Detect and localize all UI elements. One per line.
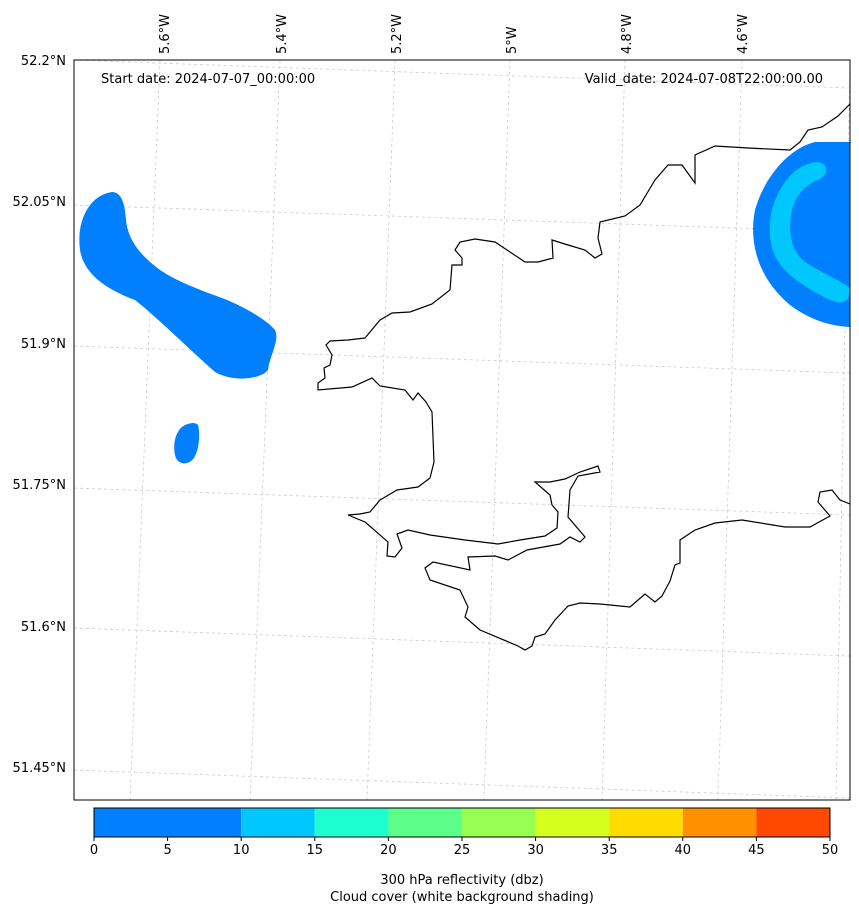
colorbar-tick-label: 45 xyxy=(748,843,765,858)
colorbar-segment xyxy=(535,808,610,837)
coastline xyxy=(317,103,851,651)
lat-label: 51.9°N xyxy=(21,337,66,352)
colorbar-tick-label: 35 xyxy=(601,843,618,858)
colorbar-tick-label: 25 xyxy=(454,843,471,858)
colorbar-label-line1: 300 hPa reflectivity (dbz) xyxy=(380,873,543,888)
valid-date-label: Valid_date: 2024-07-08T22:00:00.00 xyxy=(585,72,823,87)
lon-label: 5.6°W xyxy=(158,14,173,54)
colorbar-tick-label: 50 xyxy=(822,843,839,858)
reflectivity-blob-small xyxy=(174,423,200,464)
map-frame xyxy=(73,59,851,801)
colorbar: 0 5 10 15 20 25 30 35 40 45 50 300 hPa reflectivit… xyxy=(90,807,838,905)
colorbar-tick-label: 10 xyxy=(233,843,250,858)
reflectivity-blob-west xyxy=(79,192,277,379)
reflectivity-core-east xyxy=(769,162,850,303)
lat-label: 51.75°N xyxy=(13,478,66,493)
colorbar-segment xyxy=(756,808,830,837)
lon-label: 4.6°W xyxy=(736,14,751,54)
colorbar-tick-label: 5 xyxy=(163,843,171,858)
lat-label: 52.2°N xyxy=(21,54,66,69)
lon-label: 5.2°W xyxy=(390,14,405,54)
colorbar-segment xyxy=(314,808,389,837)
colorbar-tick-label: 30 xyxy=(527,843,544,858)
colorbar-segment xyxy=(94,808,242,837)
lat-label: 51.6°N xyxy=(21,620,66,635)
start-date-label: Start date: 2024-07-07_00:00:00 xyxy=(101,72,315,87)
colorbar-ticks: 0 5 10 15 20 25 30 35 40 45 50 xyxy=(90,837,838,858)
lon-label: 4.8°W xyxy=(620,14,635,54)
lon-label: 5°W xyxy=(505,26,520,54)
colorbar-segment xyxy=(241,808,315,837)
longitude-labels: 5.6°W 5.4°W 5.2°W 5°W 4.8°W 4.6°W xyxy=(158,14,751,54)
colorbar-segment xyxy=(609,808,683,837)
reflectivity-overlay xyxy=(79,142,850,464)
colorbar-tick-label: 0 xyxy=(90,843,98,858)
colorbar-tick-label: 15 xyxy=(307,843,324,858)
colorbar-segment xyxy=(388,808,462,837)
colorbar-tick-label: 20 xyxy=(380,843,397,858)
lat-label: 51.45°N xyxy=(13,761,66,776)
colorbar-segment xyxy=(462,808,536,837)
colorbar-tick-label: 40 xyxy=(675,843,692,858)
lon-label: 5.4°W xyxy=(275,14,290,54)
lat-label: 52.05°N xyxy=(13,195,66,210)
colorbar-label-line2: Cloud cover (white background shading) xyxy=(330,890,594,905)
latitude-labels: 52.2°N 52.05°N 51.9°N 51.75°N 51.6°N 51.… xyxy=(13,54,66,776)
colorbar-segment xyxy=(682,808,757,837)
colorbar-segments xyxy=(94,808,830,837)
